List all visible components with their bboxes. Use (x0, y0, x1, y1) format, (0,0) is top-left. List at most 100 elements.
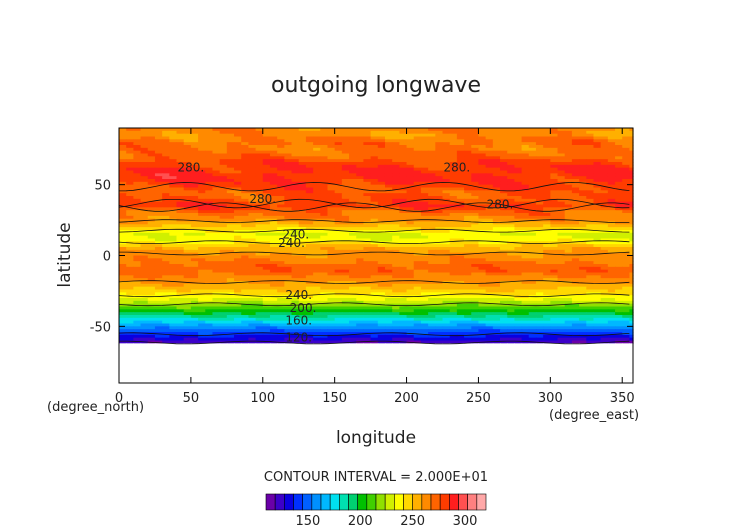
heatmap-cell (298, 184, 307, 189)
heatmap-cell (219, 164, 228, 169)
heatmap-cell (478, 210, 487, 214)
heatmap-cell (428, 283, 436, 288)
heatmap-cell (564, 156, 573, 160)
heatmap-cell (464, 164, 472, 169)
heatmap-cell (564, 218, 573, 223)
heatmap-cell (147, 201, 156, 206)
heatmap-cell (147, 215, 156, 220)
heatmap-cell (428, 159, 436, 163)
heatmap-cell (615, 275, 623, 279)
heatmap-cell (478, 215, 487, 220)
heatmap-cell (262, 255, 271, 259)
heatmap-cell (169, 136, 178, 140)
heatmap-cell (363, 207, 372, 211)
heatmap-cell (442, 224, 451, 228)
heatmap-cell (255, 286, 264, 291)
heatmap-cell (147, 258, 156, 262)
heatmap-cell (406, 147, 415, 152)
heatmap-cell (629, 142, 634, 146)
heatmap-cell (356, 221, 365, 225)
heatmap-cell (269, 207, 278, 211)
heatmap-cell (154, 230, 163, 234)
heatmap-cell (176, 181, 185, 186)
heatmap-cell (133, 272, 142, 276)
heatmap-cell (291, 210, 300, 214)
heatmap-cell (320, 145, 329, 149)
heatmap-cell (169, 201, 178, 206)
heatmap-cell (183, 283, 192, 288)
heatmap-cell (219, 303, 228, 308)
heatmap-cell (341, 176, 350, 180)
heatmap-cell (557, 173, 566, 177)
heatmap-cell (291, 232, 300, 237)
heatmap-cell (406, 162, 415, 166)
heatmap-cell (392, 283, 400, 288)
heatmap-cell (622, 215, 631, 220)
heatmap-cell (313, 249, 321, 254)
heatmap-cell (384, 153, 393, 157)
heatmap-cell (255, 317, 264, 322)
heatmap-cell (442, 264, 451, 268)
heatmap-cell (248, 179, 257, 183)
heatmap-cell (384, 204, 393, 208)
heatmap-cell (255, 224, 264, 228)
heatmap-cell (449, 261, 458, 265)
heatmap-cell (586, 190, 595, 194)
heatmap-cell (176, 269, 185, 274)
heatmap-cell (535, 281, 544, 285)
heatmap-cell (615, 283, 623, 288)
heatmap-cell (277, 213, 285, 217)
heatmap-cell (305, 173, 314, 177)
heatmap-cell (514, 159, 523, 163)
heatmap-cell (183, 221, 192, 225)
heatmap-cell (162, 190, 170, 194)
heatmap-cell (521, 173, 530, 177)
heatmap-cell (169, 266, 178, 271)
heatmap-cell (485, 312, 494, 316)
heatmap-cell (255, 232, 264, 237)
heatmap-cell (492, 289, 501, 293)
heatmap-cell (284, 221, 293, 225)
heatmap-cell (507, 317, 515, 322)
heatmap-cell (528, 176, 537, 180)
heatmap-cell (478, 184, 487, 189)
heatmap-cell (305, 181, 314, 186)
heatmap-cell (564, 181, 573, 186)
heatmap-cell (255, 181, 264, 186)
heatmap-cell (471, 249, 480, 254)
heatmap-cell (449, 184, 458, 189)
heatmap-cell (449, 187, 458, 191)
heatmap-cell (456, 139, 465, 143)
heatmap-cell (133, 292, 142, 296)
heatmap-cell (370, 167, 379, 172)
heatmap-cell (363, 218, 372, 223)
heatmap-cell (212, 247, 221, 251)
heatmap-cell (464, 272, 472, 276)
heatmap-cell (600, 198, 609, 203)
heatmap-cell (298, 162, 307, 166)
heatmap-cell (600, 170, 609, 174)
heatmap-cell (349, 224, 357, 228)
heatmap-cell (277, 162, 285, 166)
heatmap-cell (320, 130, 329, 135)
heatmap-cell (622, 241, 631, 245)
heatmap-cell (183, 275, 192, 279)
heatmap-cell (198, 156, 206, 160)
heatmap-cell (176, 275, 185, 279)
heatmap-cell (341, 312, 350, 316)
heatmap-cell (269, 162, 278, 166)
heatmap-cell (284, 315, 293, 319)
heatmap-cell (384, 286, 393, 291)
heatmap-cell (593, 317, 602, 322)
heatmap-cell (579, 201, 587, 206)
heatmap-cell (377, 292, 386, 296)
heatmap-cell (154, 159, 163, 163)
heatmap-cell (219, 289, 228, 293)
heatmap-cell (607, 190, 616, 194)
heatmap-cell (176, 298, 185, 302)
heatmap-cell (377, 221, 386, 225)
heatmap-cell (399, 164, 408, 169)
heatmap-cell (392, 275, 400, 279)
heatmap-cell (420, 162, 429, 166)
heatmap-cell (550, 179, 559, 183)
